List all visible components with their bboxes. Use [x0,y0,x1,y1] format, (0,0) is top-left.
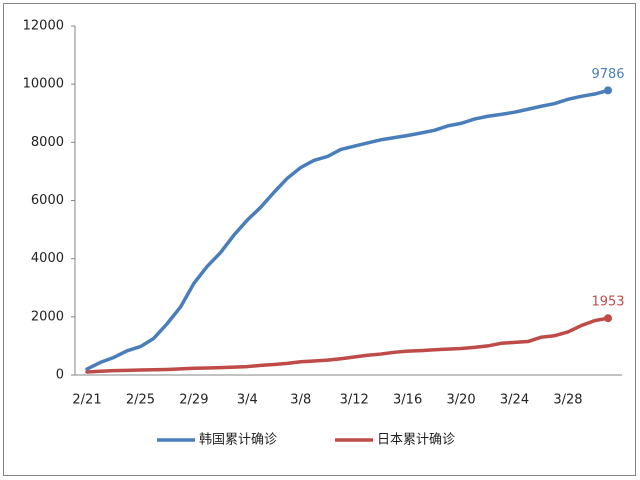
y-tick-label: 0 [56,368,64,383]
y-tick-label: 12000 [23,19,64,34]
data-label: 9786 [591,67,624,82]
x-tick-label: 3/8 [290,393,311,408]
x-tick-label: 2/25 [126,393,155,408]
x-tick-label: 3/12 [340,393,369,408]
y-tick-label: 6000 [31,193,64,208]
end-marker [604,86,613,95]
series-line [85,316,610,374]
legend-label: 日本累计确诊 [377,433,455,448]
x-tick-label: 2/29 [179,393,208,408]
x-tick-label: 3/4 [237,393,258,408]
chart-border [3,3,636,476]
x-tick-label: 3/28 [553,393,582,408]
x-tick-label: 2/21 [72,393,101,408]
end-marker [604,314,613,323]
y-tick-label: 4000 [31,251,64,266]
y-tick-label: 2000 [31,309,64,324]
x-tick-label: 3/16 [393,393,422,408]
x-tick-label: 3/24 [500,393,529,408]
x-tick-label: 3/20 [446,393,475,408]
y-tick-label: 10000 [23,77,64,92]
data-label: 1953 [591,295,624,310]
legend-label: 韩国累计确诊 [199,433,277,448]
y-tick-label: 8000 [31,135,64,150]
series-line [85,88,610,371]
